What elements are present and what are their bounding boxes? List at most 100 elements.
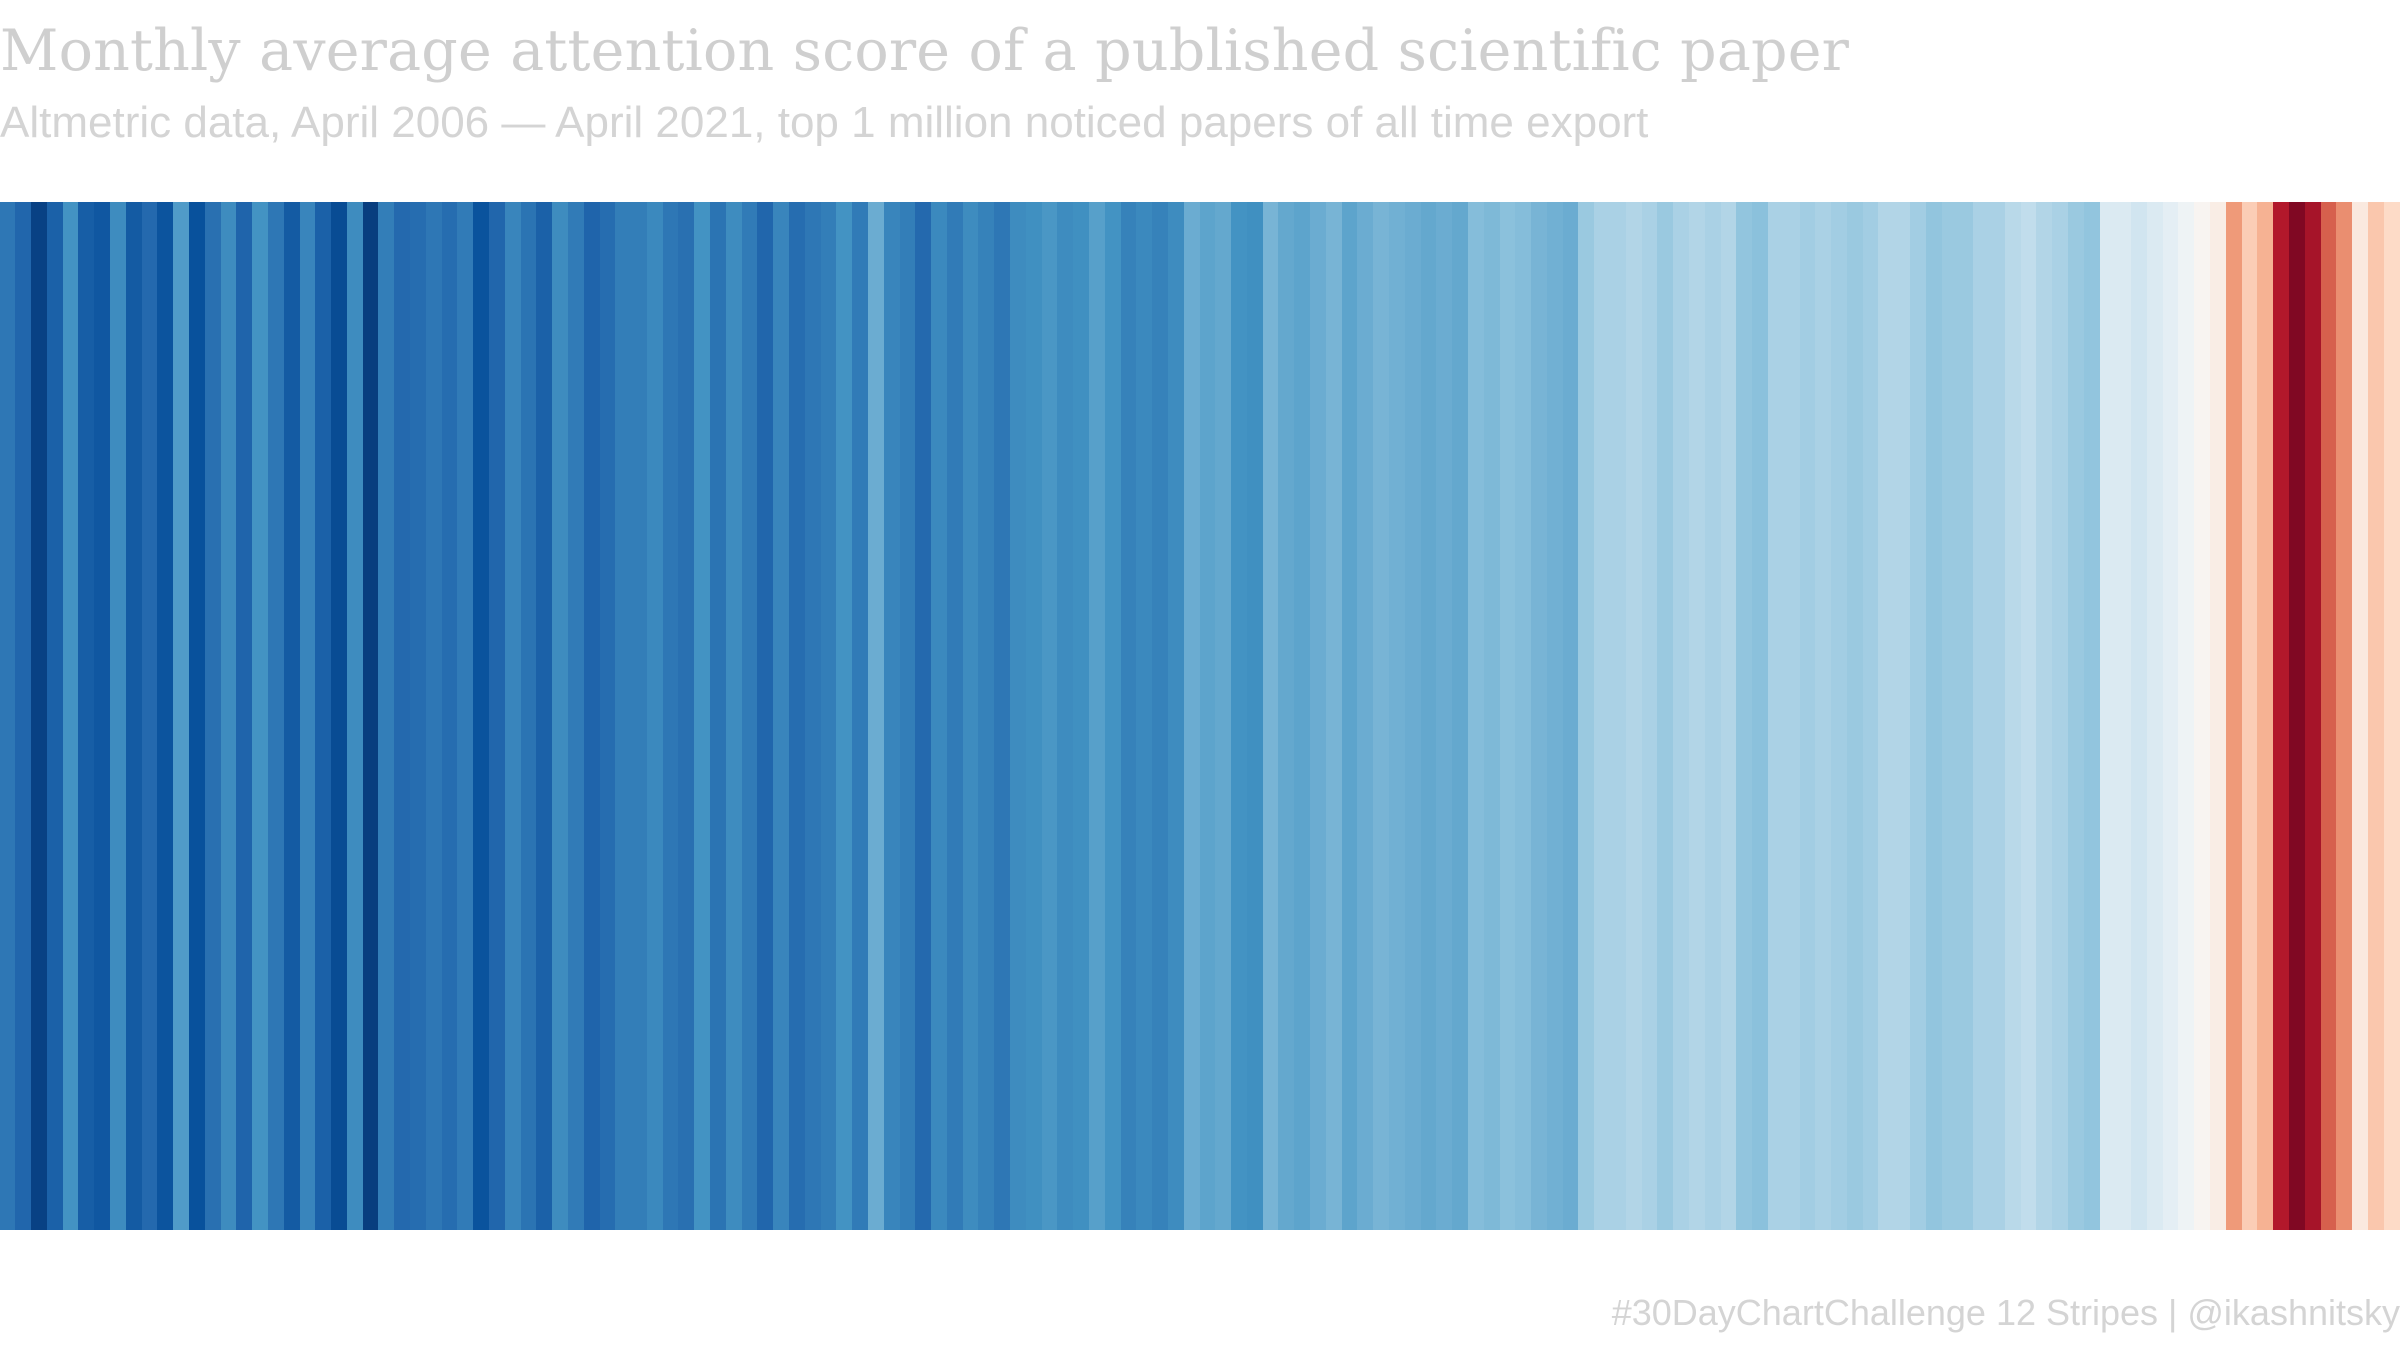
stripe (2005, 202, 2022, 1230)
stripe (1515, 202, 1532, 1230)
stripe (773, 202, 790, 1230)
stripe (552, 202, 569, 1230)
stripe (457, 202, 474, 1230)
stripe (363, 202, 379, 1230)
stripe (1073, 202, 1090, 1230)
stripe (2352, 202, 2369, 1230)
stripe (1736, 202, 1753, 1230)
stripe (536, 202, 553, 1230)
stripe (1294, 202, 1311, 1230)
stripe (1642, 202, 1658, 1230)
stripe (2147, 202, 2164, 1230)
stripe (394, 202, 411, 1230)
stripe (331, 202, 348, 1230)
stripe (315, 202, 332, 1230)
chart-subtitle: Altmetric data, April 2006 — April 2021,… (0, 98, 1649, 147)
stripe (1042, 202, 1058, 1230)
stripe (2100, 202, 2116, 1230)
stripe (2336, 202, 2353, 1230)
stripe (1957, 202, 1974, 1230)
stripe (15, 202, 32, 1230)
stripe (1578, 202, 1595, 1230)
stripe (568, 202, 585, 1230)
stripe (1863, 202, 1879, 1230)
stripe (1057, 202, 1074, 1230)
stripe (1026, 202, 1043, 1230)
stripe (1089, 202, 1106, 1230)
stripe (2384, 202, 2400, 1230)
stripe (994, 202, 1011, 1230)
stripe (615, 202, 632, 1230)
stripe (173, 202, 190, 1230)
stripe (2305, 202, 2322, 1230)
stripe (78, 202, 95, 1230)
stripe (915, 202, 932, 1230)
stripe (110, 202, 127, 1230)
stripe (805, 202, 822, 1230)
stripe (2178, 202, 2195, 1230)
stripe (94, 202, 111, 1230)
stripe (521, 202, 537, 1230)
stripe (1310, 202, 1327, 1230)
stripe (1168, 202, 1185, 1230)
stripes-group (0, 202, 2400, 1230)
stripe (2021, 202, 2037, 1230)
stripe (205, 202, 222, 1230)
stripe (284, 202, 301, 1230)
stripe (1136, 202, 1153, 1230)
stripe (821, 202, 837, 1230)
stripe (1468, 202, 1485, 1230)
stripe (868, 202, 885, 1230)
stripe (410, 202, 427, 1230)
stripe (1105, 202, 1122, 1230)
stripe (1973, 202, 1990, 1230)
stripe (1894, 202, 1911, 1230)
chart-caption: #30DayChartChallenge 12 Stripes | @ikash… (1611, 1292, 2400, 1333)
stripe (694, 202, 711, 1230)
stripe (426, 202, 443, 1230)
stripe (1231, 202, 1248, 1230)
stripe (2068, 202, 2085, 1230)
stripe (489, 202, 506, 1230)
stripe (47, 202, 64, 1230)
stripe (1847, 202, 1864, 1230)
stripe (157, 202, 174, 1230)
stripe (2273, 202, 2290, 1230)
stripe (347, 202, 364, 1230)
stripe (2226, 202, 2243, 1230)
stripe (252, 202, 269, 1230)
stripe (378, 202, 395, 1230)
stripe (647, 202, 664, 1230)
stripe (1831, 202, 1848, 1230)
stripe (268, 202, 285, 1230)
stripe (1989, 202, 2006, 1230)
stripe (631, 202, 648, 1230)
stripe (442, 202, 458, 1230)
stripe (1910, 202, 1927, 1230)
stripe (663, 202, 679, 1230)
stripe (1152, 202, 1169, 1230)
stripe (836, 202, 853, 1230)
stripe (1878, 202, 1895, 1230)
stripe (1357, 202, 1374, 1230)
stripe (1121, 202, 1137, 1230)
stripe (1531, 202, 1548, 1230)
stripe (600, 202, 616, 1230)
stripe (126, 202, 143, 1230)
stripe (900, 202, 916, 1230)
stripe (221, 202, 237, 1230)
warming-stripes (0, 202, 2400, 1230)
stripe (1373, 202, 1390, 1230)
stripe (236, 202, 253, 1230)
stripe (1342, 202, 1358, 1230)
stripe (1705, 202, 1722, 1230)
stripe (1610, 202, 1627, 1230)
stripe (2084, 202, 2101, 1230)
stripe (0, 202, 16, 1230)
stripe (2052, 202, 2069, 1230)
stripe (2131, 202, 2148, 1230)
stripe (1484, 202, 1501, 1230)
stripe (1752, 202, 1769, 1230)
stripe (1278, 202, 1295, 1230)
stripe (1184, 202, 1201, 1230)
